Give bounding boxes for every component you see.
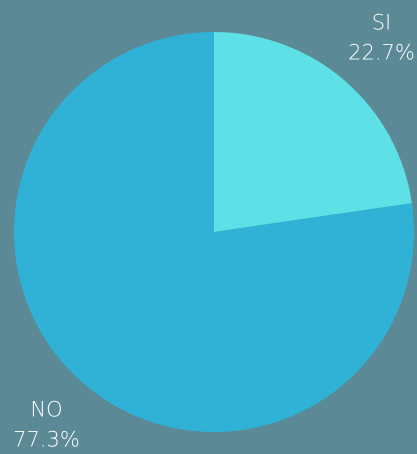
- slice-category-label: SI: [372, 10, 392, 34]
- slice-value-label: 77.3%: [13, 428, 80, 452]
- slice-category-label: NO: [30, 398, 62, 422]
- slice-value-label: 22.7%: [348, 40, 415, 64]
- pie-slice: [214, 32, 412, 232]
- pie-slice: [13, 32, 415, 432]
